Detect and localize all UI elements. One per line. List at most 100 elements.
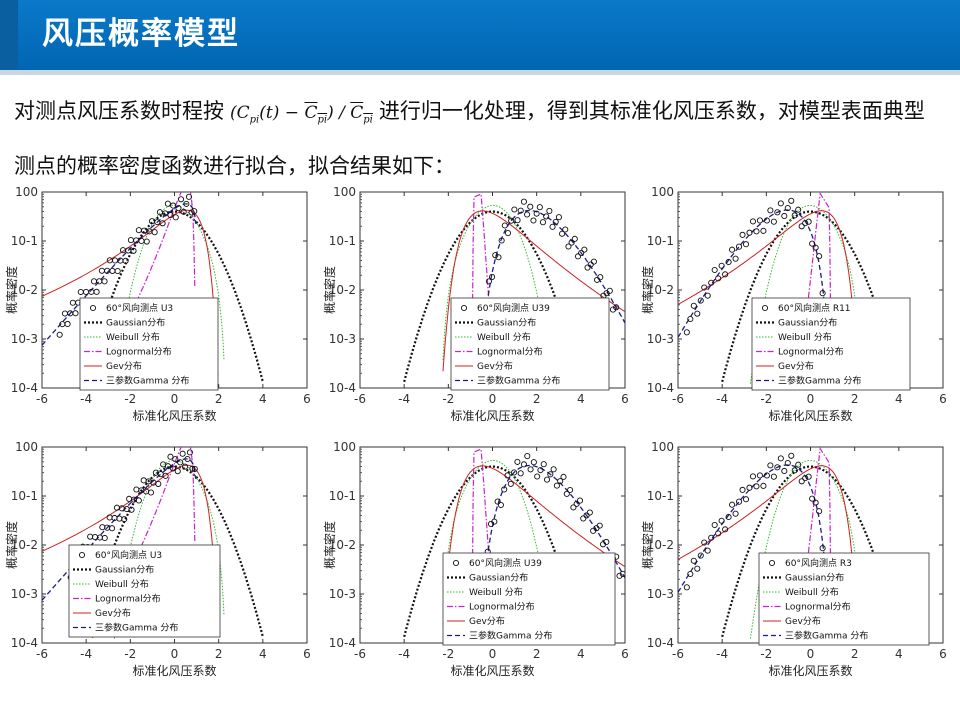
sample-point [562,226,569,233]
x-tick-label: 2 [851,392,859,406]
x-tick-label: -2 [760,647,772,661]
sample-point [552,218,559,225]
sample-point [530,217,537,224]
x-tick-label: 2 [533,647,541,661]
x-axis-label: 标准化风压系数 [450,408,534,423]
legend-entry: 三参数Gamma 分布 [785,630,868,642]
x-tick-label: -2 [760,392,772,406]
legend-entry: Lognormal分布 [477,346,543,358]
y-tick-label: 10-3 [11,332,38,346]
y-tick-label: 100 [651,185,674,199]
sample-point [749,473,757,480]
x-tick-label: -6 [672,647,684,661]
sample-point [533,210,540,217]
legend-entry: Gev分布 [785,615,821,627]
sample-point [756,472,763,479]
sample-point [185,193,193,200]
sample-point [511,469,518,476]
x-tick-label: -4 [398,647,410,661]
sample-point [722,526,729,533]
sample-point [147,489,155,496]
title-bar: 风压概率模型 [0,0,960,70]
pdf-chart-r3: -6 -4 -2 0 2 4 6 10-4 10-3 10-2 10-1 100 标准化风压系数 概率密度… [636,435,954,685]
sample-point [753,483,760,490]
sample-point [739,231,746,238]
x-tick-label: 2 [533,392,541,406]
sample-point [816,508,823,515]
sample-point [174,468,181,475]
y-axis-label: 概率密度 [4,266,19,314]
legend-entry: 60°风向测点 R11 [778,302,851,314]
sample-point [191,465,198,472]
legend-entry: 三参数Gamma 分布 [106,375,189,387]
sample-point [683,329,690,336]
legend-box [68,544,221,638]
sample-point [114,268,121,275]
gev-curve [678,465,858,625]
weibull-curve [113,459,225,639]
sample-point [781,467,788,475]
y-tick-label: 10-3 [647,587,674,601]
sample-point [704,547,711,554]
y-tick-label: 100 [651,440,674,454]
legend-entry: Gev分布 [778,360,814,372]
x-tick-label: -2 [442,647,454,661]
y-tick-label: 10-1 [647,234,674,248]
sample-point [586,509,593,516]
sample-point [798,223,805,230]
sample-point [186,449,193,456]
sample-point [687,315,694,323]
legend-entry: Lognormal分布 [95,593,161,605]
sample-point [567,486,574,494]
legend-box [79,297,219,391]
sample-point [180,208,187,215]
intro-text-after: 进行归一化处理，得到其标准化风压系数，对模型表面典型测点的概率密度函数进行拟合，… [14,99,925,179]
legend-marker [761,304,769,312]
intro-paragraph: 对测点风压系数时程按 (Cpi(t) − Cpi) / Cpi 进行归一化处理，得到… [14,88,944,189]
x-tick-label: 4 [259,647,267,661]
legend-entry: 60°风向测点 U3 [95,549,162,561]
x-tick-label: 4 [895,392,903,406]
sample-point [760,227,767,234]
sample-point [524,211,531,218]
sample-point [683,584,690,591]
y-tick-label: 10-2 [647,283,674,297]
gamma-curve [42,203,197,346]
sample-point [753,228,760,235]
legend-entry: Gaussian分布 [477,317,536,329]
pdf-chart-svg: -6 -4 -2 0 2 4 6 10-4 10-3 10-2 10-1 100 标准化风压系数 概率密度… [322,185,629,423]
sample-point [172,456,179,463]
normalization-formula: (Cpi(t) − Cpi) / Cpi [230,103,373,126]
y-axis-label: 概率密度 [640,521,655,569]
sample-point [732,255,739,262]
sample-point [735,243,743,250]
sample-point [555,214,562,221]
weibull-curve [749,204,861,384]
sample-point [767,207,774,214]
sample-point [179,450,186,457]
gamma-curve [42,458,197,601]
y-tick-label: 10-1 [329,234,356,248]
sample-point [746,484,753,491]
sample-point [543,213,550,220]
legend-entry: 三参数Gamma 分布 [95,622,178,634]
sample-point [770,218,777,225]
sample-point [798,478,805,485]
legend-entry: Lognormal分布 [469,601,535,613]
sample-point [167,212,174,219]
legend-box [758,552,930,646]
x-tick-label: -2 [442,392,454,406]
legend-entry: Lognormal分布 [778,346,844,358]
legend-entry: 三参数Gamma 分布 [477,375,560,387]
sample-point [704,292,711,299]
x-axis-label: 标准化风压系数 [768,663,852,678]
sample-point [177,459,184,466]
sample-point [795,461,802,468]
sample-point [169,465,176,472]
legend-entry: Gev分布 [95,607,131,619]
sample-point [715,530,722,537]
sample-point [574,253,582,260]
sample-point [485,278,492,285]
sample-point [56,331,63,338]
sample-point [812,244,819,251]
